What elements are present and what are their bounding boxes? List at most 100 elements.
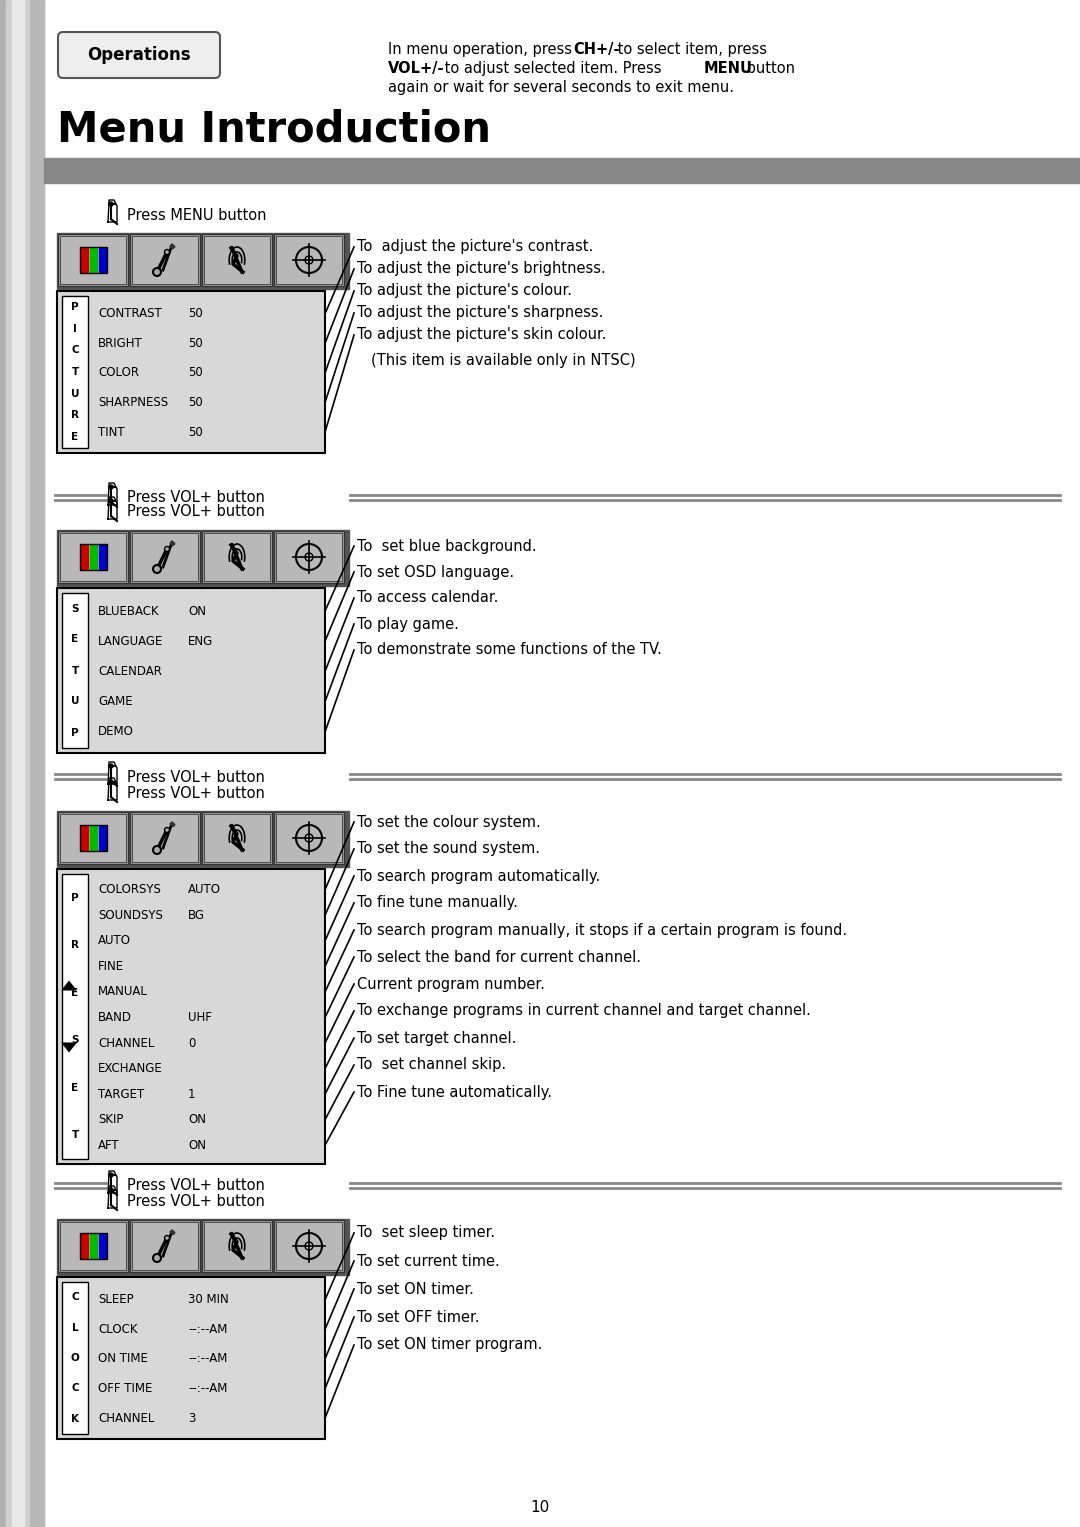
- Text: TARGET: TARGET: [98, 1087, 145, 1101]
- Bar: [81, 545, 87, 570]
- Bar: [170, 244, 175, 249]
- Bar: [204, 1222, 270, 1270]
- Text: UHF: UHF: [188, 1011, 212, 1025]
- Bar: [57, 292, 325, 454]
- Text: 50: 50: [188, 426, 203, 438]
- Text: CHANNEL: CHANNEL: [98, 1411, 154, 1425]
- Bar: [57, 1277, 325, 1438]
- Text: Menu Introduction: Menu Introduction: [57, 108, 491, 150]
- Text: To set OSD language.: To set OSD language.: [357, 565, 514, 580]
- Text: To set the colour system.: To set the colour system.: [357, 814, 541, 829]
- Bar: [274, 531, 345, 583]
- Text: AFT: AFT: [98, 1139, 120, 1151]
- Bar: [57, 1219, 349, 1275]
- Bar: [170, 1229, 175, 1235]
- Circle shape: [153, 565, 161, 573]
- Text: E: E: [71, 635, 79, 644]
- Text: CH+/-: CH+/-: [573, 43, 620, 56]
- Text: I: I: [73, 324, 77, 333]
- Text: 3: 3: [188, 1411, 195, 1425]
- Text: To set target channel.: To set target channel.: [357, 1031, 516, 1046]
- Text: To select the band for current channel.: To select the band for current channel.: [357, 950, 642, 965]
- Bar: [204, 814, 270, 863]
- Text: To search program automatically.: To search program automatically.: [357, 869, 600, 884]
- Text: Press VOL+ button: Press VOL+ button: [127, 504, 265, 519]
- Bar: [80, 1232, 107, 1258]
- Bar: [58, 234, 129, 286]
- Polygon shape: [108, 762, 117, 783]
- Text: GAME: GAME: [98, 695, 133, 709]
- Text: To set ON timer program.: To set ON timer program.: [357, 1338, 542, 1353]
- Text: BRIGHT: BRIGHT: [98, 337, 143, 350]
- Bar: [90, 826, 96, 851]
- Text: Press MENU button: Press MENU button: [127, 208, 267, 223]
- Text: P: P: [71, 727, 79, 738]
- Bar: [44, 157, 1080, 183]
- Circle shape: [153, 1254, 161, 1261]
- Bar: [57, 588, 325, 753]
- Bar: [274, 1220, 345, 1272]
- Text: T: T: [71, 366, 79, 377]
- Bar: [58, 1220, 129, 1272]
- Text: P: P: [71, 893, 79, 902]
- Text: C: C: [71, 1383, 79, 1394]
- Bar: [276, 814, 342, 863]
- Polygon shape: [108, 200, 117, 221]
- Text: To adjust the picture's sharpness.: To adjust the picture's sharpness.: [357, 305, 604, 321]
- Text: ON: ON: [188, 1113, 206, 1127]
- Text: S: S: [71, 1035, 79, 1046]
- Text: button: button: [742, 61, 795, 76]
- Bar: [132, 237, 198, 284]
- Text: To Fine tune automatically.: To Fine tune automatically.: [357, 1084, 552, 1099]
- Text: Press VOL+ button: Press VOL+ button: [127, 1194, 265, 1208]
- Text: (This item is available only in NTSC): (This item is available only in NTSC): [372, 353, 636, 368]
- Bar: [60, 533, 126, 580]
- Circle shape: [109, 1173, 113, 1177]
- Text: In menu operation, press: In menu operation, press: [388, 43, 577, 56]
- Bar: [98, 826, 106, 851]
- Bar: [58, 812, 129, 864]
- Text: CLOCK: CLOCK: [98, 1322, 137, 1336]
- Bar: [81, 1234, 87, 1258]
- Text: SLEEP: SLEEP: [98, 1293, 134, 1306]
- Bar: [202, 531, 272, 583]
- Bar: [130, 812, 200, 864]
- Text: To  set blue background.: To set blue background.: [357, 539, 537, 553]
- Bar: [276, 1222, 342, 1270]
- Text: CALENDAR: CALENDAR: [98, 664, 162, 678]
- Text: to select item, press: to select item, press: [613, 43, 767, 56]
- Polygon shape: [108, 777, 117, 800]
- Text: ON TIME: ON TIME: [98, 1353, 148, 1365]
- Text: MENU: MENU: [704, 61, 753, 76]
- Text: AUTO: AUTO: [188, 883, 221, 896]
- Circle shape: [153, 269, 161, 276]
- Text: LANGUAGE: LANGUAGE: [98, 635, 163, 647]
- Text: To access calendar.: To access calendar.: [357, 591, 498, 606]
- Text: To adjust the picture's skin colour.: To adjust the picture's skin colour.: [357, 327, 607, 342]
- Bar: [130, 1220, 200, 1272]
- Bar: [80, 544, 107, 570]
- Bar: [62, 592, 87, 748]
- Circle shape: [164, 828, 170, 832]
- Bar: [274, 234, 345, 286]
- Bar: [60, 1222, 126, 1270]
- Bar: [6, 0, 30, 1527]
- FancyBboxPatch shape: [58, 32, 220, 78]
- Bar: [58, 531, 129, 583]
- Text: To play game.: To play game.: [357, 617, 459, 632]
- Bar: [57, 869, 325, 1164]
- Text: CHANNEL: CHANNEL: [98, 1037, 154, 1049]
- Text: OFF TIME: OFF TIME: [98, 1382, 152, 1396]
- Text: to adjust selected item. Press: to adjust selected item. Press: [440, 61, 666, 76]
- Text: --:--AM: --:--AM: [188, 1322, 228, 1336]
- Bar: [276, 237, 342, 284]
- Text: R: R: [71, 411, 79, 420]
- Text: U: U: [71, 696, 79, 707]
- Text: To  set channel skip.: To set channel skip.: [357, 1058, 507, 1072]
- Text: ON: ON: [188, 605, 206, 617]
- Text: E: E: [71, 988, 79, 997]
- Bar: [57, 234, 349, 289]
- Polygon shape: [108, 496, 117, 519]
- Text: 50: 50: [188, 307, 203, 321]
- Bar: [132, 1222, 198, 1270]
